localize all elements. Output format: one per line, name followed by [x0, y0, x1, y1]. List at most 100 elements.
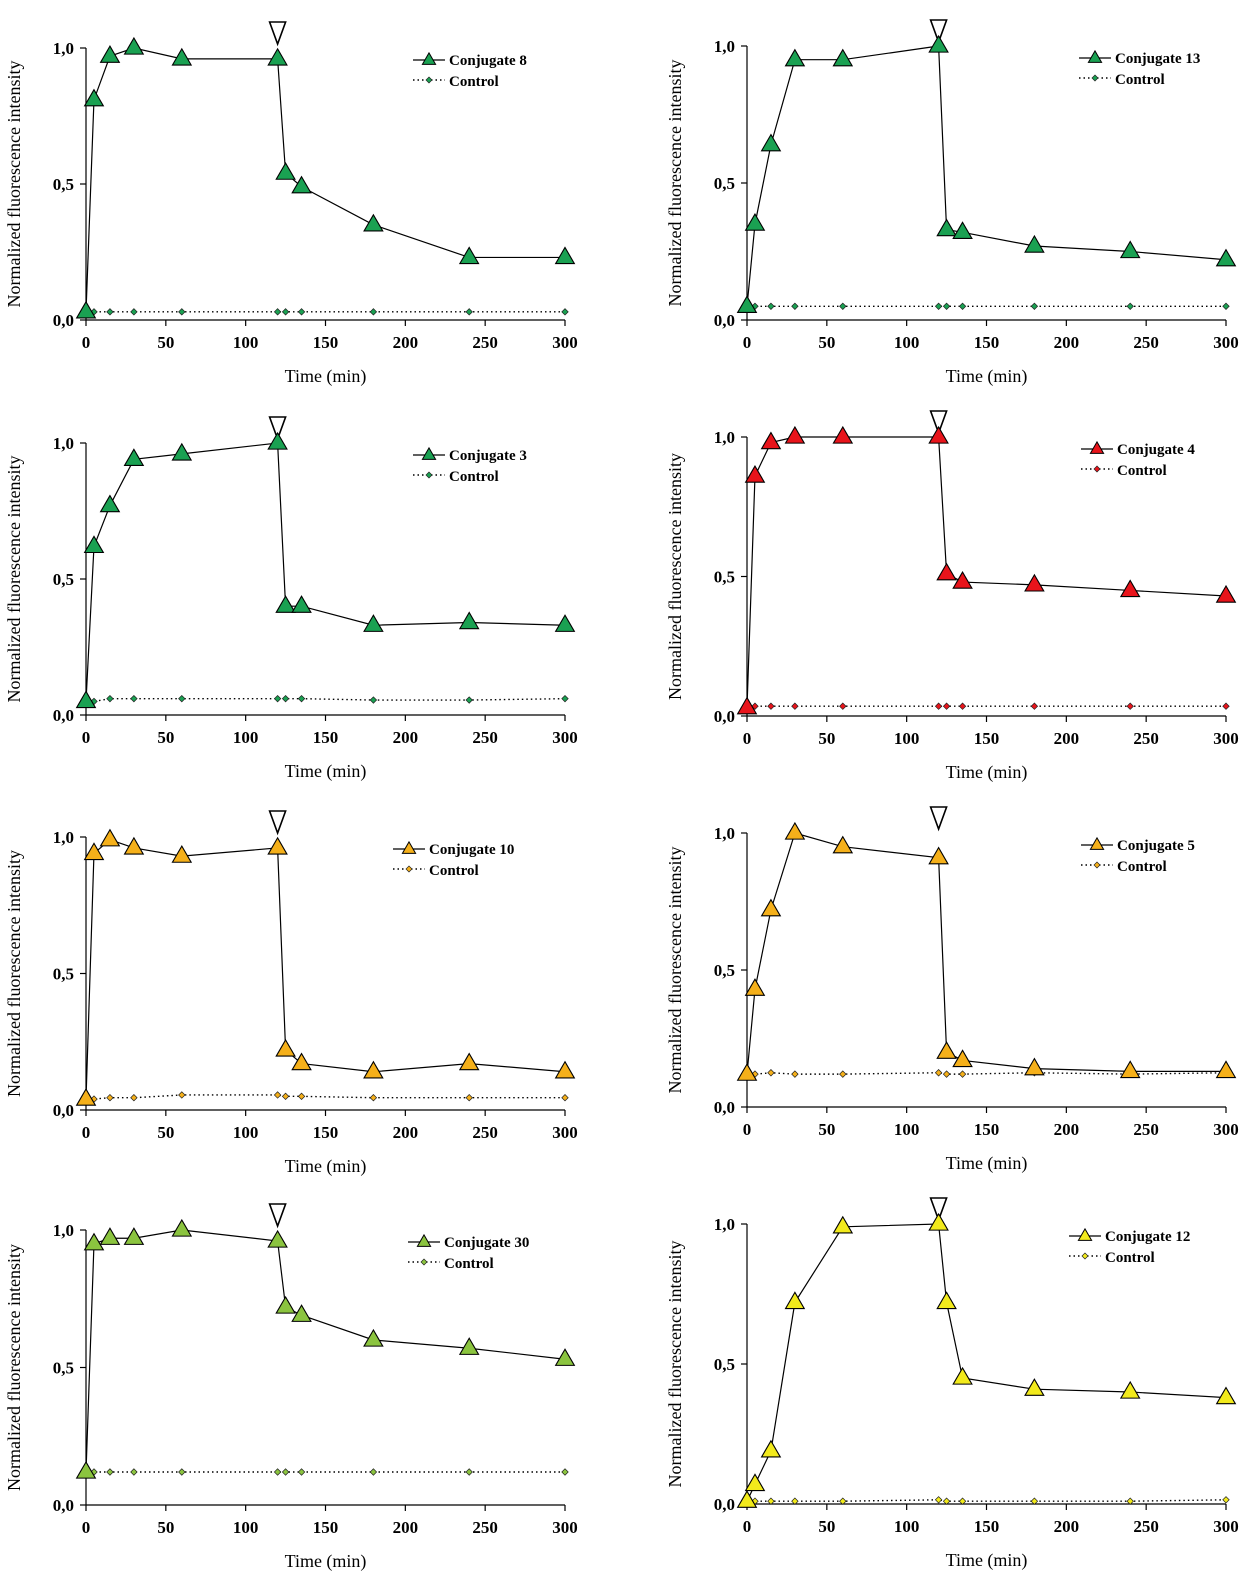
control-data-point: [281, 1468, 290, 1476]
y-tick-label: 0,0: [53, 1101, 74, 1120]
control-data-point: [934, 1496, 943, 1504]
control-data-point: [465, 308, 473, 316]
conjugate-data-point: [267, 836, 288, 855]
conjugate-data-point: [784, 425, 806, 444]
treatment-arrow-marker: [268, 416, 287, 442]
legend: Conjugate 10 Control: [393, 840, 514, 879]
legend-conjugate-marker: [421, 446, 437, 460]
conjugate-data-point: [267, 47, 288, 66]
legend-conjugate-marker: [1089, 836, 1105, 850]
x-tick-label: 250: [1133, 1120, 1159, 1139]
control-data-point: [297, 1468, 306, 1476]
control-data-point: [106, 308, 114, 316]
conjugate-data-point: [784, 1291, 806, 1310]
conjugate-data-point: [267, 431, 288, 450]
x-tick-label: 250: [472, 1518, 498, 1537]
conjugate-data-point: [1119, 240, 1141, 259]
control-data-point: [751, 702, 759, 710]
x-tick-label: 100: [894, 333, 920, 352]
x-tick-label: 300: [552, 728, 578, 747]
conjugate-data-point: [952, 1049, 973, 1068]
legend-conjugate-marker: [1087, 49, 1103, 63]
x-tick-label: 250: [472, 333, 498, 352]
y-axis-title: Normalized fluorescence intensity: [665, 847, 685, 1094]
control-data-point: [281, 694, 290, 703]
y-axis-title: Normalized fluorescence intensity: [4, 850, 24, 1097]
y-tick-label: 0,5: [53, 1359, 74, 1378]
conjugate-data-point: [171, 47, 193, 66]
control-data-point: [297, 694, 306, 703]
conjugate-data-point: [928, 846, 949, 865]
x-tick-label: 100: [233, 1518, 259, 1537]
legend-control-marker: [425, 471, 433, 479]
control-data-point: [767, 302, 775, 310]
x-tick-label: 100: [233, 728, 259, 747]
conjugate-data-point: [554, 1348, 576, 1366]
legend-control-marker: [1093, 861, 1101, 869]
control-data-point: [942, 302, 951, 310]
conjugate-data-point: [363, 1060, 384, 1079]
legend: Conjugate 13 Control: [1079, 49, 1200, 88]
control-series-line: [747, 1499, 1227, 1502]
y-axis-title: Normalized fluorescence intensity: [4, 61, 24, 308]
conjugate-data-point: [458, 1337, 480, 1355]
conjugate-data-point: [291, 1304, 312, 1322]
conjugate-data-point: [832, 48, 854, 67]
control-data-point: [942, 1497, 951, 1505]
control-data-point: [465, 1094, 473, 1102]
conjugate-data-point: [1215, 1386, 1237, 1405]
y-axis-title: Normalized fluorescence intensity: [665, 1241, 685, 1488]
x-tick-label: 0: [743, 1120, 752, 1139]
y-tick-label: 1,0: [714, 824, 735, 843]
conjugate-data-point: [267, 1229, 288, 1248]
control-series-line: [86, 1094, 565, 1100]
y-tick-label: 0,0: [714, 707, 735, 726]
y-tick-label: 0,5: [53, 965, 74, 984]
conjugate-data-point: [123, 1227, 145, 1245]
x-axis-title: Time (min): [285, 1156, 367, 1177]
conjugate-data-point: [1119, 1060, 1141, 1079]
conjugate-data-point: [75, 1460, 97, 1479]
legend-control-label: Control: [1117, 463, 1167, 479]
conjugate-data-point: [936, 218, 957, 237]
legend: Conjugate 3 Control: [413, 446, 527, 485]
control-data-point: [273, 308, 282, 316]
conjugate-data-point: [99, 828, 121, 847]
x-tick-label: 200: [1054, 333, 1080, 352]
conjugate-data-point: [75, 690, 97, 709]
conjugate-data-point: [744, 978, 766, 996]
conjugate-data-point: [275, 162, 296, 180]
control-data-point: [1030, 302, 1039, 310]
conjugate-data-point: [458, 1052, 480, 1071]
x-tick-label: 150: [974, 333, 1000, 352]
control-data-point: [106, 1468, 114, 1476]
legend: Conjugate 8 Control: [413, 51, 527, 90]
x-tick-label: 250: [472, 1123, 498, 1142]
control-data-point: [369, 696, 378, 704]
x-tick-label: 200: [1054, 1120, 1080, 1139]
legend-conjugate-label: Conjugate 30: [444, 1235, 529, 1251]
conjugate-data-point: [744, 464, 766, 483]
conjugate-data-point: [1119, 1380, 1141, 1399]
conjugate-data-point: [99, 1227, 121, 1245]
control-data-point: [130, 1468, 138, 1476]
y-tick-label: 0,5: [714, 174, 735, 193]
x-tick-label: 50: [818, 1517, 835, 1536]
control-data-point: [942, 702, 951, 710]
x-tick-label: 150: [313, 728, 339, 747]
treatment-arrow-marker: [929, 19, 948, 45]
y-tick-label: 1,0: [53, 39, 74, 58]
control-data-point: [465, 696, 473, 704]
conjugate-data-point: [554, 1060, 576, 1079]
conjugate-data-point: [291, 595, 312, 613]
conjugate-data-point: [1215, 248, 1237, 267]
conjugate-data-point: [123, 36, 145, 55]
legend-conjugate-marker: [1089, 440, 1105, 454]
y-tick-label: 0,0: [53, 1496, 74, 1515]
legend-control-label: Control: [449, 469, 499, 485]
y-tick-label: 1,0: [53, 1221, 74, 1240]
legend: Conjugate 30 Control: [408, 1233, 529, 1272]
x-tick-label: 150: [974, 1120, 1000, 1139]
conjugate-data-point: [83, 535, 105, 554]
x-axis-title: Time (min): [285, 1551, 367, 1572]
